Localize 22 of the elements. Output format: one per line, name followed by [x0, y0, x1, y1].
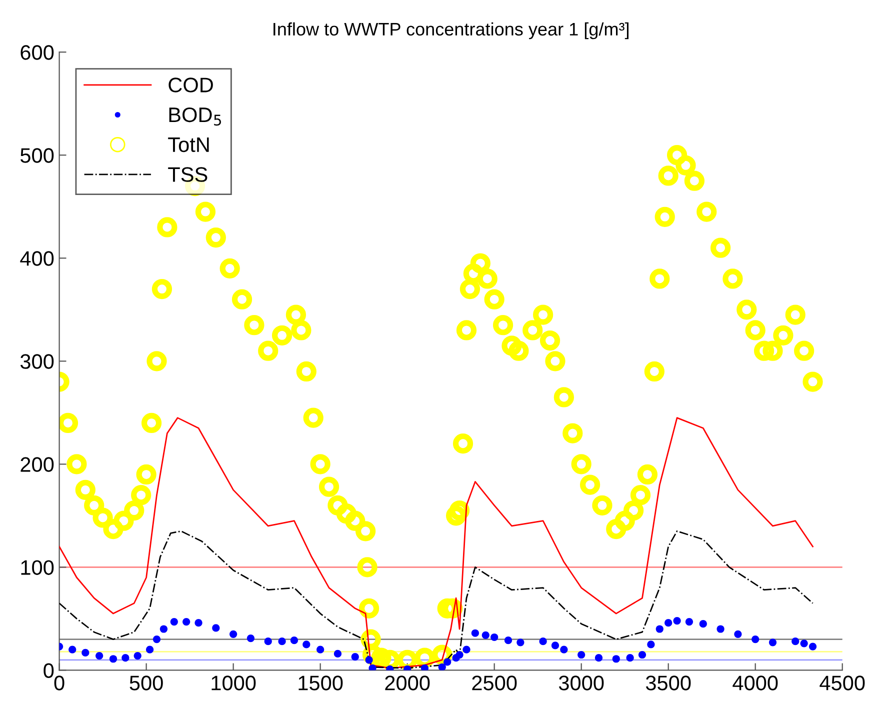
x-tick-label: 4500: [820, 676, 865, 690]
x-tick-label: 3000: [558, 676, 604, 690]
y-tick-label: 500: [20, 148, 54, 163]
x-tick-label: 1500: [298, 676, 343, 690]
x-tick-label: 500: [130, 676, 163, 690]
chart-title: Inflow to WWTP concentrations year 1 [g/m³]: [274, 22, 628, 40]
legend-label: TSS: [168, 167, 208, 182]
y-tick-label: 600: [20, 45, 54, 60]
x-tick-label: 2500: [472, 676, 517, 690]
legend-label: BOD$_{5}$: [169, 107, 221, 126]
y-tick-label: 400: [20, 251, 54, 266]
y-tick-label: 0: [44, 663, 54, 678]
x-tick-label: 0: [54, 676, 64, 690]
y-tick-label: 200: [20, 457, 54, 472]
legend-label: COD: [168, 78, 213, 92]
y-tick-label: 300: [20, 354, 54, 369]
x-tick-label: 3500: [646, 676, 691, 690]
y-tick-label: 100: [21, 560, 54, 575]
x-tick-label: 4000: [732, 676, 778, 690]
x-tick-label: 2000: [385, 676, 430, 690]
legend-label: TotN: [168, 138, 209, 152]
x-tick-label: 1000: [212, 676, 256, 690]
